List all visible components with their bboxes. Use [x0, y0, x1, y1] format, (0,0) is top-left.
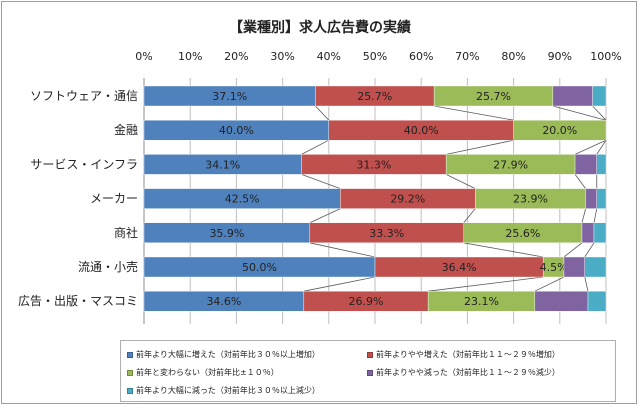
series-line — [309, 208, 341, 224]
legend-label: 前年より大幅に増えた（対前年比３０％以上増加） — [136, 350, 320, 359]
legend: 前年より大幅に増えた（対前年比３０％以上増加） 前年よりやや増えた（対前年比１１～… — [120, 340, 616, 402]
bar-segment — [584, 256, 607, 278]
series-line — [574, 174, 586, 189]
data-label: 4.5% — [540, 261, 568, 274]
bar-segment — [596, 154, 607, 175]
data-label: 23.1% — [464, 295, 499, 308]
series-line — [584, 276, 589, 292]
category-label: 流通・小売 — [78, 259, 138, 274]
legend-label: 前年よりやや減った（対前年比１１～２９％減少） — [376, 368, 560, 377]
bar-segment — [574, 154, 597, 175]
series-line — [534, 276, 565, 292]
legend-label: 前年より大幅に減った（対前年比３０％以上減少） — [136, 386, 320, 395]
series-connector-lines — [301, 105, 607, 292]
bar-segment — [587, 291, 607, 312]
series-line — [309, 242, 376, 258]
x-axis-ticks: 0% 10% 20% 30% 40% 50% 60% 70% 80% 90% 100% — [135, 50, 621, 63]
bar-segment — [581, 222, 595, 244]
bar-segment — [534, 291, 589, 312]
data-label: 36.4% — [442, 261, 477, 274]
data-label: 20.0% — [542, 124, 577, 137]
bar-segment — [513, 119, 607, 141]
data-label: 31.3% — [356, 158, 391, 171]
category-label: 商社 — [114, 225, 138, 240]
data-label: 25.6% — [505, 227, 540, 240]
data-label: 23.9% — [513, 193, 548, 206]
series-line — [581, 208, 587, 223]
x-tick-label: 40% — [317, 50, 341, 63]
x-tick-label: 50% — [363, 50, 387, 63]
data-label: 40.0% — [404, 124, 439, 137]
series-line — [593, 208, 598, 223]
data-label: 33.3% — [369, 227, 404, 240]
series-line — [301, 174, 341, 189]
chart-title: 【業種別】求人広告費の実績 — [229, 19, 411, 36]
bar-segment — [563, 256, 585, 278]
x-tick-label: 10% — [178, 50, 202, 63]
series-line — [434, 105, 514, 121]
category-label: ソフトウェア・通信 — [30, 89, 138, 103]
legend-swatch — [127, 387, 133, 394]
series-line — [446, 139, 514, 155]
data-label: 25.7% — [476, 90, 511, 103]
bars: 37.1% 25.7% 25.7% 40.0% 40.0% 20.0% 34.1% 31.3%… — [143, 85, 607, 312]
data-label: 34.1% — [205, 158, 240, 171]
data-label: 34.6% — [206, 295, 241, 308]
bar-segment — [585, 188, 597, 209]
series-line — [303, 276, 376, 292]
bar-segment — [593, 222, 607, 244]
category-label: メーカー — [90, 192, 138, 206]
legend-swatch — [367, 369, 373, 376]
data-label: 37.1% — [212, 90, 247, 103]
legend-item: 前年より大幅に減った（対前年比３０％以上減少） — [127, 385, 320, 396]
data-label: 42.5% — [225, 193, 260, 206]
series-line — [445, 174, 476, 189]
legend-item: 前年よりやや増えた（対前年比１１～２９％増加） — [367, 349, 560, 360]
series-line — [428, 276, 544, 292]
x-tick-label: 70% — [455, 50, 479, 63]
series-line — [552, 105, 607, 121]
bar-segment — [592, 85, 607, 107]
legend-swatch — [367, 351, 373, 358]
x-tick-label: 100% — [590, 50, 621, 63]
series-line — [584, 242, 595, 258]
category-label: サービス・インフラ — [30, 157, 138, 171]
data-label: 35.9% — [209, 227, 244, 240]
legend-label: 前年と変わらない（対前年比±１０％） — [136, 368, 279, 377]
x-tick-label: 20% — [224, 50, 248, 63]
series-line — [563, 242, 583, 258]
series-line — [592, 105, 607, 121]
legend-swatch — [127, 369, 133, 376]
x-tick-label: 60% — [409, 50, 433, 63]
x-tick-label: 30% — [270, 50, 294, 63]
bar-segment — [596, 188, 607, 209]
x-tick-label: 90% — [548, 50, 572, 63]
series-line — [463, 208, 476, 224]
series-line — [574, 139, 607, 155]
data-label: 50.0% — [242, 261, 277, 274]
category-label: 広告・出版・マスコミ — [18, 294, 138, 308]
legend-label: 前年よりやや増えた（対前年比１１～２９％増加） — [376, 350, 560, 359]
x-tick-label: 0% — [135, 50, 152, 63]
data-label: 29.2% — [390, 193, 425, 206]
bar-segment — [552, 85, 593, 107]
series-line — [463, 242, 544, 258]
legend-swatch — [127, 351, 133, 358]
data-label: 27.9% — [493, 158, 528, 171]
legend-item: 前年よりやや減った（対前年比１１～２９％減少） — [367, 367, 560, 378]
data-label: 26.9% — [349, 295, 384, 308]
series-line — [301, 139, 329, 155]
legend-item: 前年と変わらない（対前年比±１０％） — [127, 367, 279, 378]
data-label: 40.0% — [219, 124, 254, 137]
series-line — [596, 139, 607, 155]
series-line — [315, 105, 330, 121]
category-label: 金融 — [114, 122, 138, 137]
x-tick-label: 80% — [501, 50, 525, 63]
legend-item: 前年より大幅に増えた（対前年比３０％以上増加） — [127, 349, 320, 360]
category-labels: ソフトウェア・通信金融サービス・インフラメーカー商社流通・小売広告・出版・マスコ… — [18, 89, 138, 308]
data-label: 25.7% — [357, 90, 392, 103]
